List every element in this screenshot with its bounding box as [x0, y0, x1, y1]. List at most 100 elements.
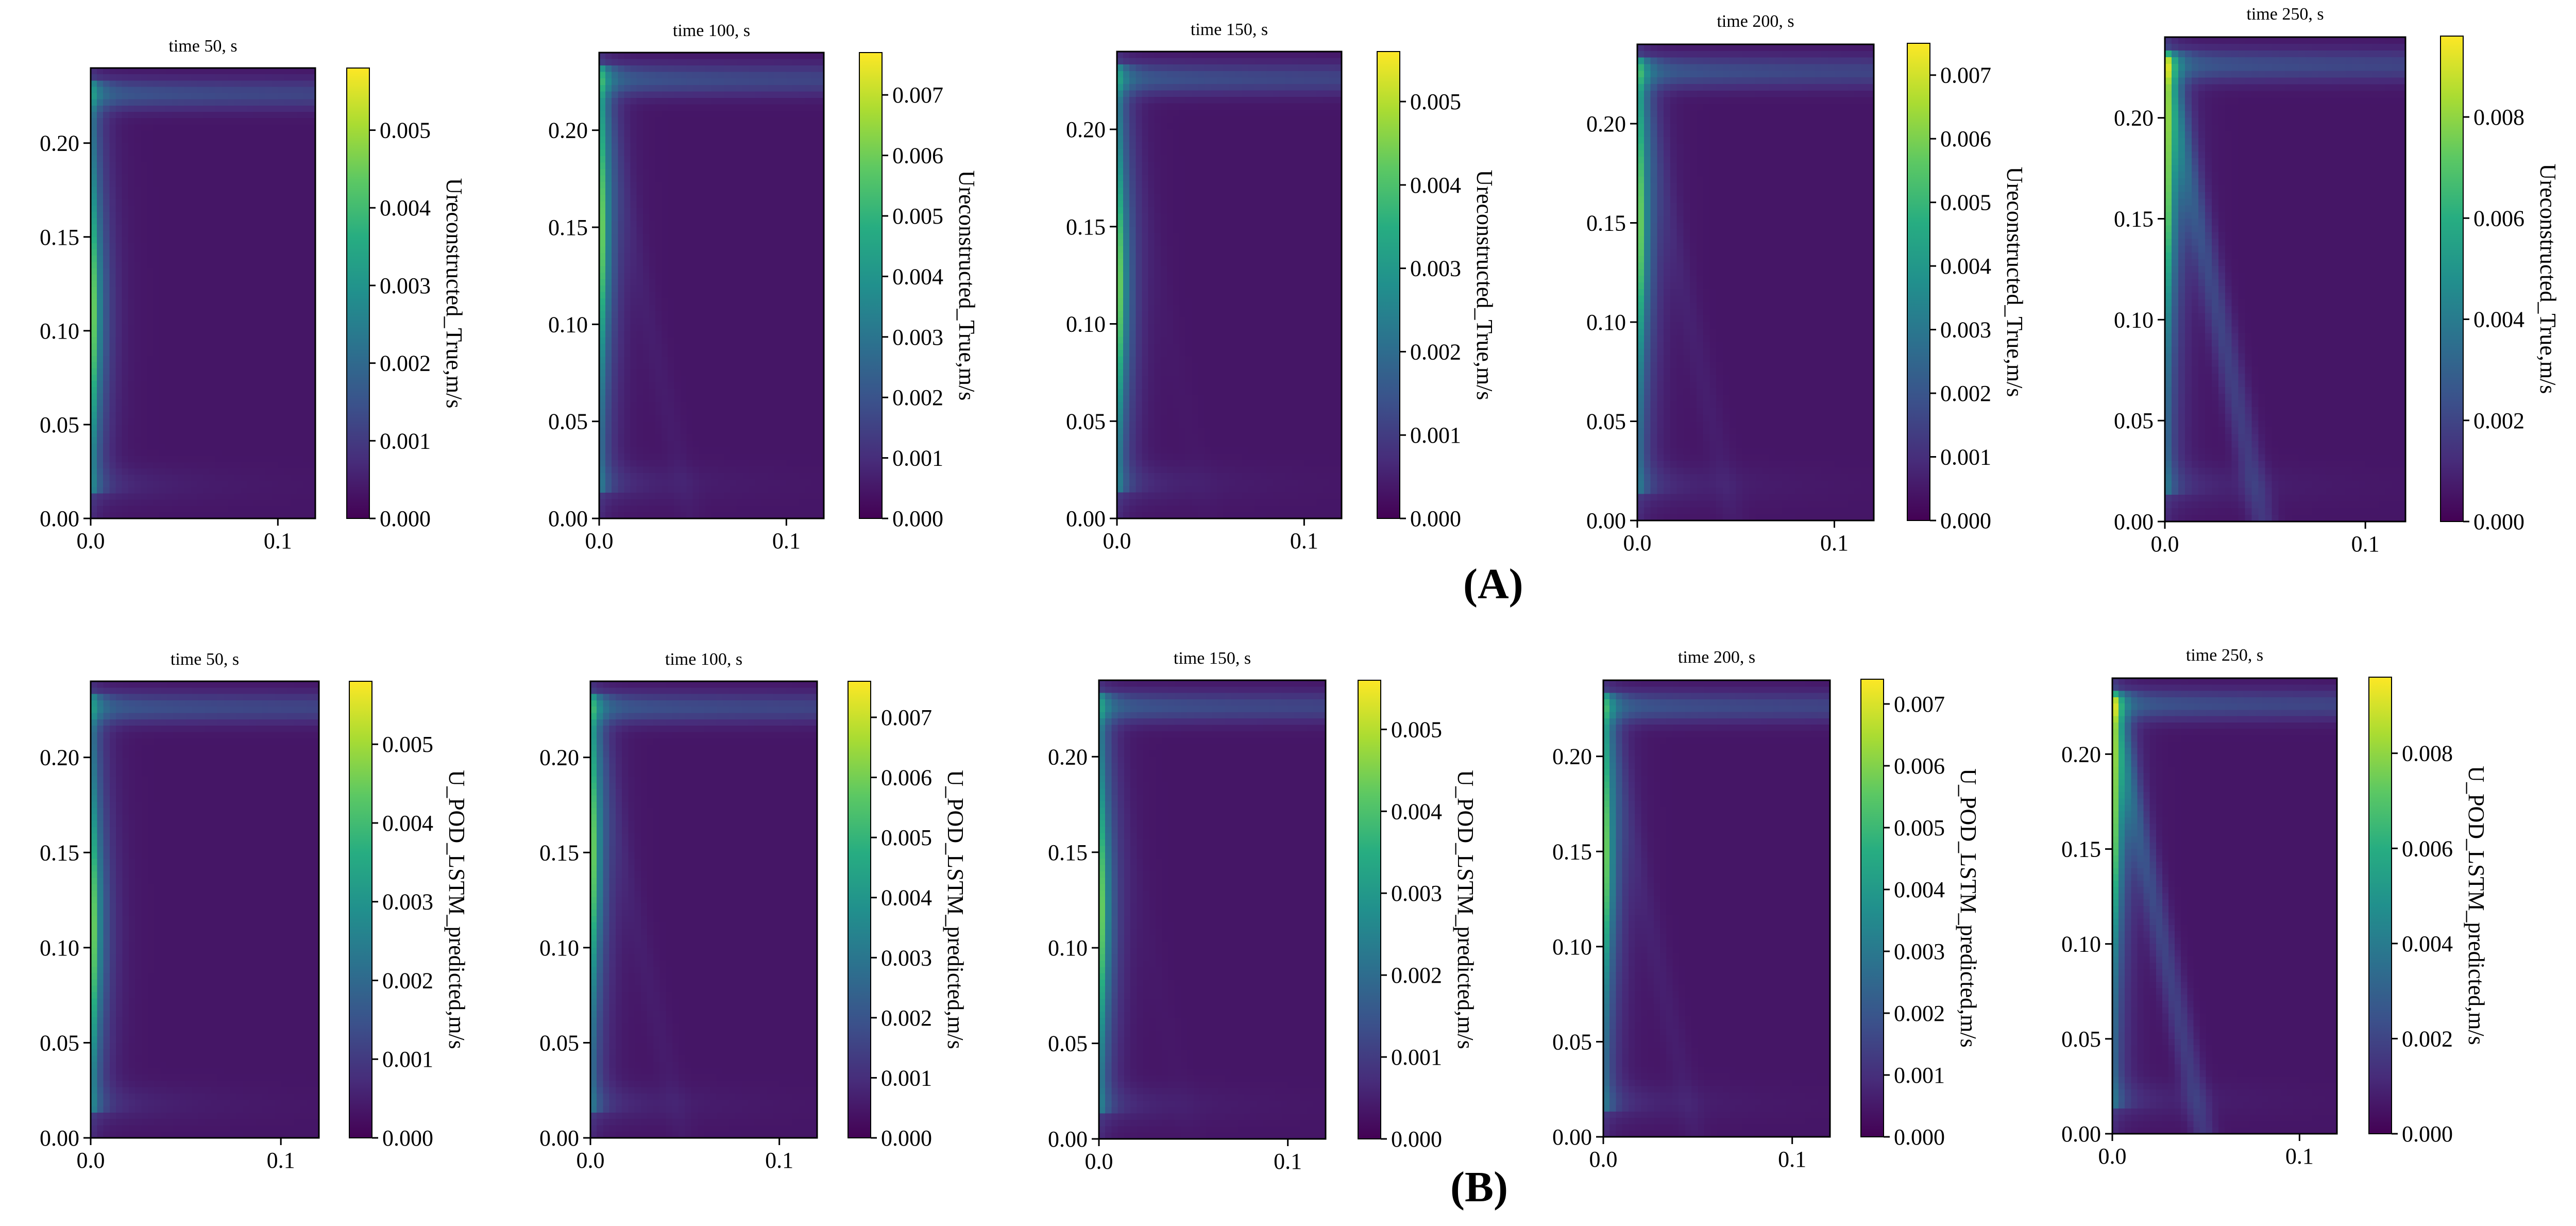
- heatmap-cell: [811, 253, 818, 260]
- heatmap-cell: [272, 243, 278, 250]
- heatmap-cell: [792, 156, 799, 163]
- heatmap-cell: [668, 337, 674, 344]
- heatmap-cell: [618, 279, 624, 285]
- heatmap-cell: [736, 389, 743, 396]
- heatmap-cell: [184, 187, 191, 194]
- heatmap-cell: [253, 231, 260, 238]
- heatmap-cell: [153, 462, 160, 469]
- heatmap-cell: [730, 208, 737, 214]
- heatmap-cell: [693, 467, 700, 474]
- heatmap-cell: [234, 156, 241, 162]
- heatmap-cell: [259, 500, 266, 507]
- heatmap-cell: [178, 174, 185, 181]
- heatmap-cell: [209, 118, 216, 125]
- heatmap-cell: [178, 399, 185, 406]
- heatmap-cell: [768, 409, 774, 415]
- heatmap-cell: [134, 156, 141, 162]
- heatmap-cell: [278, 224, 284, 231]
- heatmap-cell: [109, 137, 116, 144]
- heatmap-cell: [655, 201, 662, 208]
- heatmap-cell: [128, 468, 135, 475]
- heatmap-cell: [711, 247, 718, 254]
- heatmap-cell: [141, 462, 147, 469]
- heatmap-cell: [153, 500, 160, 507]
- heatmap-cell: [637, 59, 643, 66]
- heatmap-cell: [649, 402, 656, 409]
- heatmap-cell: [624, 227, 631, 234]
- heatmap-cell: [278, 506, 284, 513]
- heatmap-cell: [297, 500, 303, 507]
- heatmap-cell: [147, 412, 154, 419]
- heatmap-cell: [730, 111, 737, 117]
- heatmap-cell: [768, 214, 774, 221]
- heatmap-cell: [743, 98, 750, 105]
- heatmap-cell: [799, 130, 806, 137]
- heatmap-cell: [755, 260, 762, 266]
- heatmap-cell: [668, 266, 674, 273]
- heatmap-cell: [674, 247, 681, 254]
- heatmap-cell: [97, 68, 104, 75]
- heatmap-cell: [153, 281, 160, 288]
- heatmap-cell: [718, 350, 724, 357]
- heatmap-cell: [736, 189, 743, 195]
- heatmap-cell: [643, 124, 650, 130]
- heatmap-cell: [159, 399, 166, 406]
- heatmap-cell: [91, 281, 97, 288]
- heatmap-cell: [184, 193, 191, 200]
- heatmap-cell: [134, 268, 141, 275]
- heatmap-cell: [134, 181, 141, 188]
- heatmap-cell: [197, 112, 204, 119]
- heatmap-cell: [209, 487, 216, 494]
- heatmap-cell: [718, 176, 724, 182]
- heatmap-cell: [172, 412, 178, 419]
- heatmap-cell: [247, 381, 253, 388]
- heatmap-cell: [674, 149, 681, 156]
- heatmap-cell: [191, 256, 197, 262]
- heatmap-cell: [705, 305, 712, 312]
- heatmap-cell: [191, 231, 197, 238]
- heatmap-cell: [687, 376, 693, 383]
- heatmap-cell: [97, 243, 104, 250]
- heatmap-cell: [711, 402, 718, 409]
- heatmap-cell: [115, 162, 122, 169]
- heatmap-cell: [805, 124, 812, 130]
- heatmap-cell: [284, 349, 291, 356]
- heatmap-cell: [637, 247, 643, 254]
- heatmap-cell: [253, 118, 260, 125]
- heatmap-cell: [792, 221, 799, 227]
- heatmap-cell: [705, 376, 712, 383]
- heatmap-cell: [805, 201, 812, 208]
- heatmap-cell: [215, 168, 222, 175]
- heatmap-cell: [624, 162, 631, 169]
- heatmap-cell: [755, 279, 762, 285]
- heatmap-cell: [253, 249, 260, 256]
- heatmap-cell: [97, 256, 104, 262]
- heatmap-cell: [811, 91, 818, 98]
- heatmap-cell: [730, 454, 737, 460]
- heatmap-cell: [115, 362, 122, 369]
- heatmap-cell: [209, 93, 216, 100]
- heatmap-cell: [605, 240, 612, 247]
- heatmap-cell: [699, 324, 706, 331]
- heatmap-cell: [699, 376, 706, 383]
- heatmap-cell: [699, 117, 706, 124]
- heatmap-cell: [811, 85, 818, 92]
- heatmap-cell: [761, 279, 768, 285]
- heatmap-cell: [743, 409, 750, 415]
- heatmap-cell: [755, 395, 762, 402]
- heatmap-cell: [284, 468, 291, 475]
- heatmap-cell: [234, 475, 241, 481]
- heatmap-cell: [711, 117, 718, 124]
- heatmap-cell: [730, 162, 737, 169]
- heatmap-cell: [122, 393, 129, 400]
- heatmap-cell: [643, 227, 650, 234]
- heatmap-cell: [203, 106, 210, 112]
- heatmap-cell: [687, 266, 693, 273]
- heatmap-cell: [197, 243, 204, 250]
- heatmap-cell: [631, 78, 637, 85]
- heatmap-cell: [649, 428, 656, 434]
- heatmap-cell: [699, 357, 706, 363]
- heatmap-cell: [718, 402, 724, 409]
- heatmap-cell: [128, 87, 135, 93]
- heatmap-cell: [222, 130, 228, 137]
